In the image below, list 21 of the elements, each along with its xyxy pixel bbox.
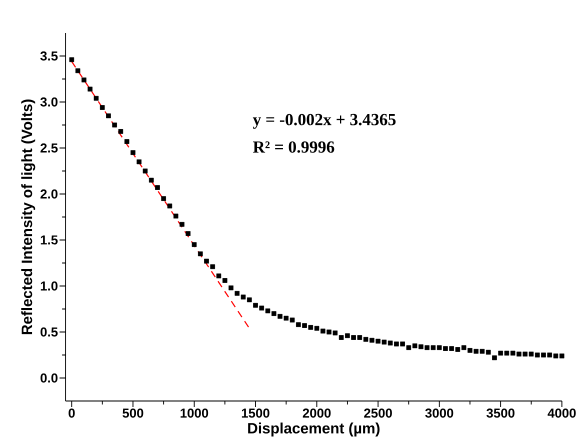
x-tick-label: 500	[122, 408, 144, 418]
annotation: R² = 0.9996	[253, 141, 334, 153]
y-axis-title: Reflected Intensity of light (Volts)	[21, 100, 36, 334]
annotation: y = -0.002x + 3.4365	[252, 114, 396, 129]
x-tick-label: 1000	[180, 408, 208, 418]
x-tick-label: 0	[68, 408, 75, 418]
y-tick-label: 3.0	[40, 97, 58, 107]
x-tick-label: 4000	[548, 408, 576, 418]
x-axis-title: Displacement (µm)	[248, 422, 380, 436]
x-tick-label: 1500	[242, 408, 270, 418]
x-tick-label: 3500	[486, 408, 514, 418]
x-tick-label: 3000	[425, 408, 454, 418]
y-tick-label: 3.5	[40, 51, 58, 61]
y-tick-label: 1.5	[40, 235, 58, 245]
y-tick-label: 0.5	[40, 327, 58, 337]
x-tick-label: 2000	[302, 408, 331, 418]
x-tick-label: 2500	[364, 408, 392, 418]
y-tick-label: 1.0	[40, 281, 58, 291]
y-tick-label: 2.0	[40, 189, 58, 199]
y-tick-label: 2.5	[40, 143, 58, 153]
y-tick-label: 0.0	[40, 373, 58, 383]
